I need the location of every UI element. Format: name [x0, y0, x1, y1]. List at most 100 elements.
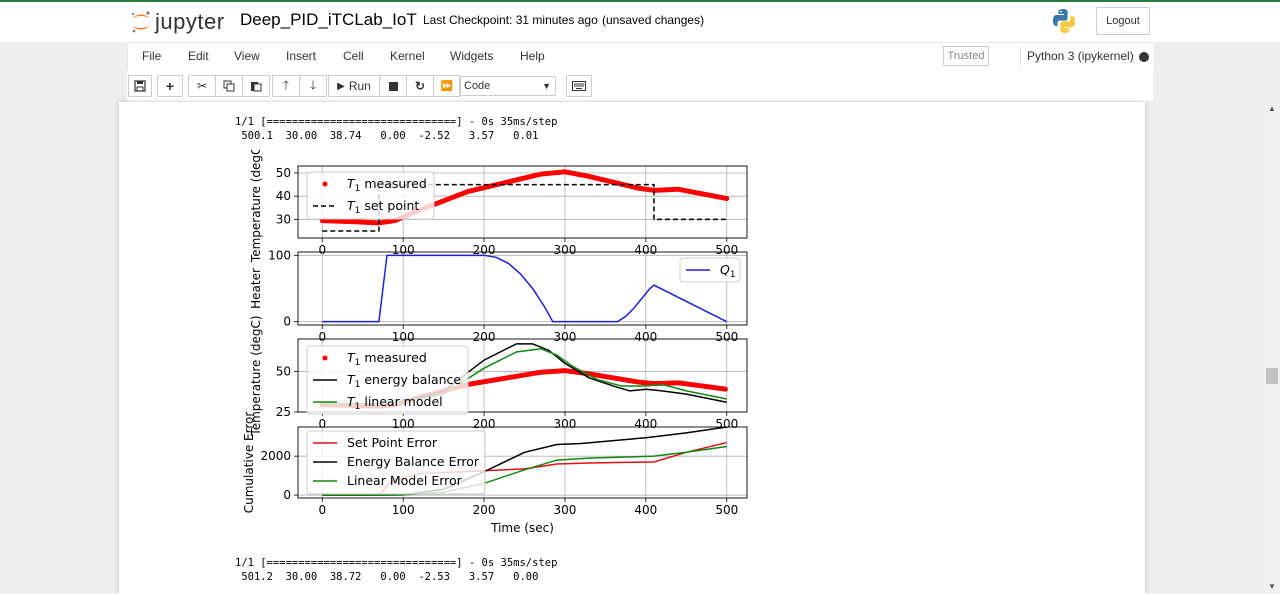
series-q-1	[322, 254, 728, 323]
x-axis-label: Time (sec)	[490, 521, 554, 535]
y-tick-label: 40	[276, 189, 291, 203]
legend-t-1-measured-label: T1 measured	[347, 350, 427, 368]
page-scrollbar[interactable]	[1265, 102, 1280, 594]
x-tick-label: 300	[554, 417, 577, 431]
x-tick-label: 100	[392, 330, 415, 344]
run-button[interactable]: ▶ Run	[329, 76, 380, 96]
trusted-indicator[interactable]: Trusted	[943, 46, 989, 66]
move-up-button[interactable]: 🡑	[273, 76, 300, 96]
x-tick-label: 0	[318, 503, 326, 517]
legend-q-1-label: Q1	[720, 262, 736, 280]
save-button[interactable]	[128, 75, 152, 97]
x-tick-label: 400	[634, 330, 657, 344]
y-tick-label: 2000	[260, 449, 291, 463]
x-tick-label: 200	[473, 330, 496, 344]
series-group	[322, 254, 728, 323]
menu-cell[interactable]: Cell	[343, 49, 364, 63]
plot-temperature-setpoint: 0 100 200 300 400 500 30 40 50 Temperature (degC)…	[249, 150, 748, 263]
y-axis-label: Heater	[249, 268, 263, 309]
scrollbar-thumb[interactable]	[1266, 368, 1278, 384]
logout-button[interactable]: Logout	[1096, 7, 1150, 35]
legend-t-1-measured-marker	[322, 181, 328, 187]
menu-widgets[interactable]: Widgets	[450, 49, 494, 63]
menu-help[interactable]: Help	[520, 49, 545, 63]
save-icon	[134, 80, 146, 92]
keyboard-icon	[572, 81, 586, 91]
x-tick-label: 300	[554, 503, 577, 517]
x-tick-label: 500	[715, 330, 738, 344]
y-axis-label: Temperature (degC)	[249, 315, 263, 436]
cut-button[interactable]: ✂	[189, 76, 216, 96]
move-up-icon: 🡑	[282, 77, 290, 92]
run-control-group: ▶ Run ↻ ⏩	[328, 75, 461, 97]
x-tick-label: 500	[715, 503, 738, 517]
jupyter-logo[interactable]: jupyter	[130, 7, 225, 37]
checkpoint-status: Last Checkpoint: 31 minutes ago	[423, 13, 598, 27]
kernel-separator	[1020, 46, 1021, 66]
scroll-up-icon[interactable]: ▲	[1268, 104, 1276, 113]
legend-t-1-set-point-label: T1 set point	[347, 198, 419, 216]
legend-energy-balance-error-label: Energy Balance Error	[347, 454, 480, 469]
x-tick-label: 400	[634, 417, 657, 431]
series-t-1-measured	[319, 169, 730, 226]
restart-icon: ↻	[414, 79, 426, 93]
y-tick-label: 25	[276, 405, 291, 419]
notebook-header: jupyter Deep_PID_iTCLab_IoT Last Checkpo…	[0, 2, 1280, 42]
kernel-name: Python 3 (ipykernel)	[1027, 49, 1134, 63]
python-logo-icon	[1052, 8, 1076, 39]
kernel-status-icon	[1139, 52, 1149, 62]
stop-button[interactable]	[380, 76, 407, 96]
add-cell-button[interactable]: +	[157, 75, 183, 97]
x-tick-label: 0	[318, 330, 326, 344]
legend-box	[306, 345, 469, 415]
legend-box	[306, 430, 486, 495]
x-tick-label: 500	[715, 243, 738, 257]
copy-button[interactable]	[216, 76, 243, 96]
cut-icon: ✂	[196, 79, 208, 93]
legend: T1 measured T1 set point	[306, 171, 435, 220]
legend-t-1-measured-label: T1 measured	[347, 176, 427, 194]
cell-type-value: Code	[464, 80, 491, 92]
x-tick-label: 200	[473, 243, 496, 257]
paste-icon	[251, 82, 262, 92]
menu-file[interactable]: File	[142, 49, 162, 63]
x-tick-label: 400	[634, 243, 657, 257]
command-palette-button[interactable]	[566, 75, 592, 97]
y-tick-label: 50	[276, 364, 291, 378]
menu-insert[interactable]: Insert	[286, 49, 317, 63]
y-tick-label: 30	[276, 212, 291, 226]
notebook-toolbar: + ✂ 🡑 🡓 ▶ Run ↻ ⏩ Code ▼	[127, 71, 1153, 101]
y-axis-label: Temperature (degC)	[249, 150, 263, 263]
cell-type-select[interactable]: Code ▼	[459, 76, 556, 96]
legend: T1 measured T1 energy balance T1 linear mo…	[306, 345, 469, 415]
scroll-down-icon[interactable]: ▼	[1268, 582, 1276, 591]
axes-frame	[297, 426, 748, 499]
restart-button[interactable]: ↻	[407, 76, 434, 96]
stop-icon	[388, 81, 398, 91]
jupyter-logo-text: jupyter	[155, 9, 225, 34]
axes-frame	[297, 165, 748, 239]
menu-kernel[interactable]: Kernel	[390, 49, 425, 63]
top-accent-line	[0, 0, 1280, 2]
x-tick-label: 300	[554, 330, 577, 344]
output-values-2: 501.2 30.00 38.72 0.00 -2.53 3.57 0.00	[235, 571, 539, 583]
menu-edit[interactable]: Edit	[188, 49, 209, 63]
jupyter-logo-icon	[132, 11, 150, 33]
x-tick-label: 200	[473, 503, 496, 517]
move-down-button[interactable]: 🡓	[300, 76, 326, 96]
output-progress-2: 1/1 [==============================] - 0…	[235, 557, 558, 569]
cut-copy-paste-group: ✂	[188, 75, 270, 97]
fast-forward-button[interactable]: ⏩	[434, 76, 460, 96]
x-tick-label: 0	[318, 417, 326, 431]
paste-button[interactable]	[243, 76, 269, 96]
menu-view[interactable]: View	[234, 49, 260, 63]
run-label: Run	[348, 79, 371, 93]
y-tick-label: 50	[276, 166, 291, 180]
legend-t-1-energy-balance-label: T1 energy balance	[347, 372, 461, 390]
legend-box	[306, 171, 435, 220]
y-axis-label: Cumulative Error	[242, 412, 256, 514]
menu-bar: File Edit View Insert Cell Kernel Widget…	[127, 42, 1155, 72]
notebook-container: 1/1 [==============================] - 0…	[119, 102, 1145, 594]
notebook-name[interactable]: Deep_PID_iTCLab_IoT	[240, 10, 417, 29]
